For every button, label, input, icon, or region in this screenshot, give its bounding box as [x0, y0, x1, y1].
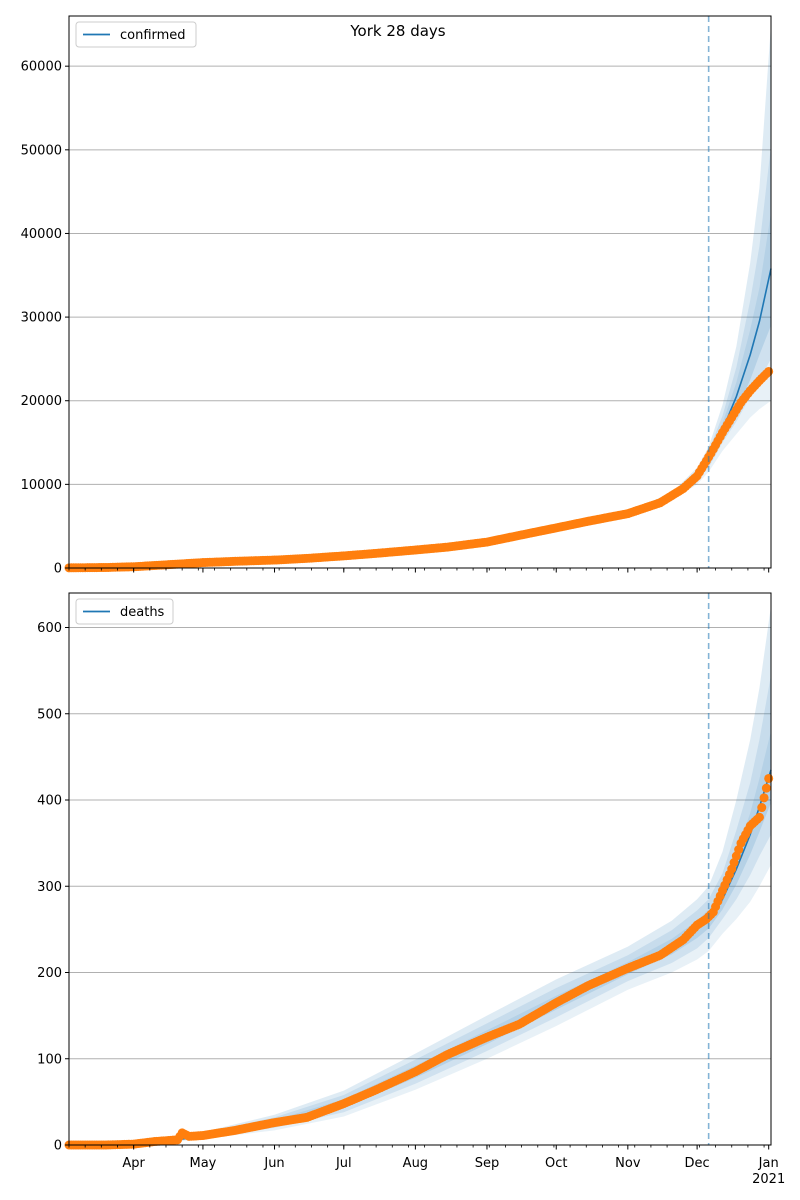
y-tick-label: 0	[54, 1139, 62, 1154]
x-tick-label: Dec	[685, 1156, 710, 1171]
y-tick-label: 300	[37, 880, 62, 895]
legend: confirmed	[75, 21, 197, 48]
y-tick-label: 400	[37, 794, 62, 809]
legend-box	[75, 598, 174, 625]
y-tick-label: 30000	[21, 311, 62, 326]
observed-point	[761, 783, 771, 793]
confirmed-panel: 0 10000 20000 30000 40000 50000 60000 confirmed	[21, 15, 774, 577]
legend-label: deaths	[120, 605, 165, 620]
x-tick-label: Apr	[122, 1156, 145, 1171]
y-tick-label: 0	[54, 562, 62, 577]
x-tick-label: Jun	[263, 1156, 284, 1171]
y-tick-label: 500	[37, 707, 62, 722]
deaths-panel: 0 100 200 300 400 500 600 Apr May Jun Jul Aug Sep Oct…	[37, 592, 785, 1187]
x-year-label: 2021	[752, 1172, 785, 1187]
axes-frame	[68, 15, 772, 569]
y-tick-label: 20000	[21, 394, 62, 409]
observed-point	[757, 803, 767, 813]
observed-point	[754, 812, 764, 822]
legend-label: confirmed	[120, 28, 186, 43]
y-tick-label: 40000	[21, 227, 62, 242]
x-tick-label: Nov	[615, 1156, 641, 1171]
y-tick-label: 200	[37, 966, 62, 981]
x-tick-label: May	[189, 1156, 216, 1171]
y-tick-label: 50000	[21, 143, 62, 158]
x-tick-label: Oct	[545, 1156, 567, 1171]
y-tick-label: 100	[37, 1052, 62, 1067]
legend-box	[75, 21, 197, 48]
x-tick-label: Sep	[475, 1156, 500, 1171]
legend: deaths	[75, 598, 174, 625]
chart-title: York 28 days	[349, 22, 445, 40]
x-tick-label: Aug	[403, 1156, 428, 1171]
y-tick-label: 10000	[21, 478, 62, 493]
y-tick-label: 60000	[21, 60, 62, 75]
observed-point	[764, 773, 774, 783]
x-tick-label: Jan	[758, 1156, 779, 1171]
axes-frame	[68, 592, 772, 1146]
observed-point	[759, 793, 769, 803]
x-tick-label: Jul	[335, 1156, 352, 1171]
y-tick-label: 600	[37, 621, 62, 636]
observed-point	[764, 366, 774, 376]
